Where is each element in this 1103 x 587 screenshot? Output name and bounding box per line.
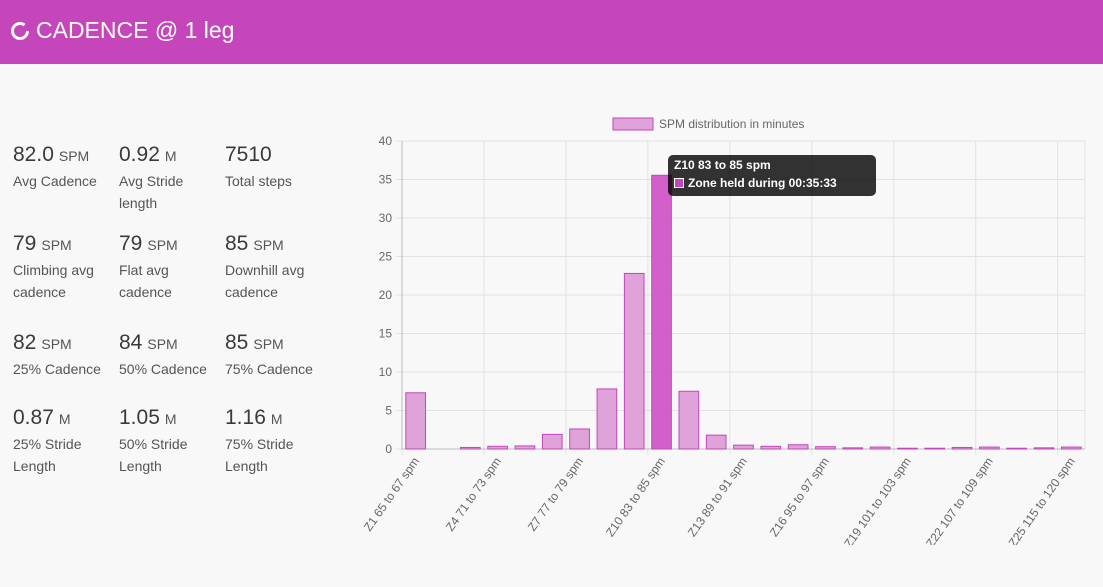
stat-value: 79: [13, 232, 37, 255]
x-tick-label: Z1 65 to 67 spm: [361, 455, 422, 534]
stat-unit: M: [164, 411, 177, 427]
stat-label: Avg Cadence: [13, 173, 97, 189]
stat-block: 7510 Total steps: [225, 142, 325, 192]
bar: [842, 447, 864, 450]
stat-block: 84 SPM 50% Cadence: [119, 330, 219, 380]
stat-block: 79 SPM Climbing avg cadence: [13, 231, 113, 303]
stat-value: 85: [225, 331, 249, 354]
stat-label: Climbing avg cadence: [13, 262, 94, 300]
stat-unit: SPM: [41, 336, 72, 352]
bar: [569, 428, 590, 450]
y-tick-label: 35: [379, 173, 393, 187]
stat-value: 0.87: [13, 406, 54, 429]
stat-label: Avg Stride length: [119, 173, 184, 211]
stat-unit: M: [270, 411, 283, 427]
x-tick-label: Z13 89 to 91 spm: [685, 455, 750, 540]
x-tick-label: Z10 83 to 85 spm: [603, 455, 668, 540]
stat-value: 7510: [225, 143, 272, 166]
stat-unit: SPM: [253, 237, 284, 253]
stat-unit: SPM: [147, 237, 178, 253]
x-tick-label: Z16 95 to 97 spm: [767, 455, 832, 540]
bar: [623, 272, 645, 450]
stat-value: 0.92: [119, 143, 160, 166]
bar: [760, 445, 782, 450]
bar: [733, 444, 754, 450]
stat-block: 1.16 M 75% Stride Length: [225, 405, 325, 477]
stat-unit: M: [58, 411, 71, 427]
stat-unit: M: [164, 148, 177, 164]
x-tick-label: Z25 115 to 120 spm: [1006, 455, 1078, 545]
legend-label: SPM distribution in minutes: [659, 117, 804, 131]
bar: [951, 446, 973, 450]
x-tick-label: Z22 107 to 109 spm: [923, 455, 996, 545]
stat-value: 1.05: [119, 406, 160, 429]
tooltip-color-swatch: [674, 178, 684, 188]
y-tick-label: 20: [379, 288, 393, 302]
stat-label: Total steps: [225, 173, 292, 189]
bar: [1033, 447, 1055, 450]
bar: [705, 434, 727, 450]
bar: [651, 174, 672, 450]
y-tick-label: 40: [379, 134, 393, 148]
y-tick-label: 15: [379, 327, 393, 341]
ring-icon: [11, 22, 29, 40]
stat-value: 82: [13, 331, 37, 354]
stat-label: 25% Stride Length: [13, 436, 82, 474]
bar: [487, 445, 508, 450]
chart-tooltip: Z10 83 to 85 spm Zone held during 00:35:…: [668, 155, 876, 196]
stat-label: Downhill avg cadence: [225, 262, 305, 300]
bar: [596, 388, 618, 450]
bar: [924, 447, 946, 450]
stat-block: 85 SPM 75% Cadence: [225, 330, 325, 380]
stat-label: 25% Cadence: [13, 361, 101, 377]
y-tick-label: 25: [379, 250, 393, 264]
stat-label: 75% Stride Length: [225, 436, 294, 474]
bar: [459, 446, 481, 450]
legend-swatch: [612, 117, 654, 131]
stat-label: Flat avg cadence: [119, 262, 172, 300]
bar: [514, 445, 536, 450]
cadence-distribution-chart: 0 5 10 15 20 25 30 35 40 Z1 65 to 67 spm Z4 71 to …: [361, 117, 1086, 545]
y-tick-label: 5: [385, 404, 392, 418]
stat-block: 1.05 M 50% Stride Length: [119, 405, 219, 477]
bar: [405, 392, 426, 450]
bar: [678, 390, 700, 450]
bar: [787, 444, 809, 450]
bar: [869, 446, 891, 450]
app-header: CADENCE @ 1 leg: [0, 0, 1103, 64]
stat-value: 1.16: [225, 406, 266, 429]
bar: [815, 446, 836, 450]
stat-value: 85: [225, 232, 249, 255]
stat-block: 79 SPM Flat avg cadence: [119, 231, 219, 303]
x-tick-label: Z19 101 to 103 spm: [841, 455, 914, 545]
y-tick-label: 10: [379, 365, 393, 379]
stat-label: 50% Stride Length: [119, 436, 188, 474]
tooltip-title: Z10 83 to 85 spm: [674, 158, 771, 172]
page-title: CADENCE @ 1 leg: [36, 17, 235, 43]
stat-block: 85 SPM Downhill avg cadence: [225, 231, 325, 303]
bar: [979, 446, 1000, 450]
tooltip-body: Zone held during 00:35:33: [688, 176, 837, 190]
stat-unit: SPM: [41, 237, 72, 253]
stat-value: 84: [119, 331, 143, 354]
bar: [541, 433, 563, 450]
bar: [897, 447, 918, 450]
stat-unit: SPM: [58, 148, 90, 164]
y-tick-label: 30: [379, 211, 393, 225]
y-tick-label: 0: [385, 442, 392, 456]
stat-unit: SPM: [147, 336, 178, 352]
stat-block: 82 SPM 25% Cadence: [13, 330, 113, 380]
stat-label: 50% Cadence: [119, 361, 207, 377]
stat-label: 75% Cadence: [225, 361, 313, 377]
stat-value: 79: [119, 232, 143, 255]
stat-value: 82.0: [13, 143, 54, 166]
bar: [1061, 446, 1082, 450]
stat-block: 0.92 M Avg Stride length: [119, 142, 219, 214]
x-tick-label: Z7 77 to 79 spm: [525, 455, 586, 534]
x-tick-label: Z4 71 to 73 spm: [443, 455, 504, 534]
stat-unit: SPM: [253, 336, 284, 352]
bar: [1006, 447, 1028, 450]
stat-block: 0.87 M 25% Stride Length: [13, 405, 113, 477]
stat-block: 82.0 SPM Avg Cadence: [13, 142, 113, 192]
